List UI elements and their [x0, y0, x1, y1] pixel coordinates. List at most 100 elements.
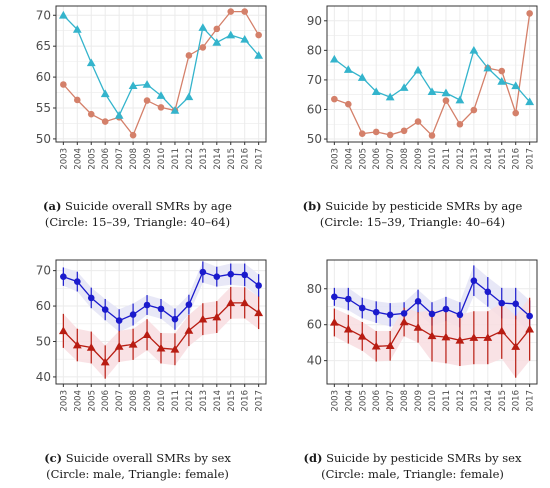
caption-a-legend: (Circle: 15–39, Triangle: 40–64) [44, 215, 231, 229]
chart-panel-b: 50 60 70 80 90 2003 2004 2005 2006 2007 2008 2009 20… [275, 0, 550, 244]
xtick-label-d-1: 2004 [344, 390, 354, 412]
point-b-0-12 [498, 67, 506, 75]
point-c-1-2 [86, 343, 96, 351]
point-a-1-6 [142, 80, 152, 88]
point-b-1-5 [399, 83, 409, 91]
caption-c-legend: (Circle: male, Triangle: female) [46, 467, 229, 481]
xtick-label-d-8: 2011 [442, 390, 452, 412]
point-d-0-9 [456, 311, 464, 319]
point-a-1-7 [156, 91, 166, 99]
point-c-1-11 [212, 312, 222, 321]
xtick-label-a-9: 2012 [185, 148, 195, 170]
xtick-label-d-3: 2006 [372, 390, 382, 412]
point-b-1-12 [497, 76, 507, 85]
ytick-label-c-3: 70 [36, 264, 51, 278]
point-a-0-2 [87, 110, 95, 118]
xtick-label-a-6: 2009 [143, 148, 153, 170]
caption-a-title: Suicide overall SMRs by age [65, 199, 232, 213]
point-b-0-8 [442, 97, 450, 104]
xtick-label-d-6: 2009 [414, 390, 424, 412]
point-c-1-13 [240, 298, 250, 307]
point-b-1-10 [469, 45, 479, 54]
xtick-label-b-5: 2008 [400, 148, 410, 170]
ytick-label-b-2: 70 [307, 73, 322, 87]
caption-d-legend: (Circle: male, Triangle: female) [321, 467, 504, 481]
grid-a [56, 6, 266, 142]
point-c-0-11 [213, 273, 221, 280]
point-c-1-5 [128, 339, 138, 348]
ci-band-c-0 [63, 261, 259, 332]
point-b-1-6 [413, 65, 423, 74]
xtick-label-b-1: 2004 [344, 148, 354, 170]
point-d-0-8 [442, 305, 450, 313]
xtick-label-c-2: 2005 [87, 390, 97, 412]
point-a-1-10 [198, 23, 208, 31]
xtick-label-c-12: 2015 [227, 390, 237, 412]
point-a-1-0 [58, 10, 68, 19]
ytick-label-d-2: 80 [307, 282, 322, 296]
ytick-label-b-0: 50 [307, 132, 322, 146]
point-a-0-10 [199, 44, 207, 51]
xtick-label-b-14: 2017 [526, 148, 536, 170]
point-d-1-3 [371, 341, 381, 350]
point-a-1-11 [212, 38, 222, 46]
point-a-0-12 [227, 8, 235, 15]
point-a-1-8 [170, 106, 180, 114]
xtick-label-c-9: 2012 [185, 390, 195, 412]
point-d-0-10 [470, 277, 478, 284]
point-a-1-13 [240, 34, 250, 43]
point-b-0-0 [331, 95, 338, 103]
point-c-0-7 [157, 305, 165, 313]
point-a-0-13 [241, 8, 248, 15]
point-c-1-1 [72, 340, 82, 349]
point-c-1-14 [254, 308, 264, 317]
point-c-0-8 [171, 315, 179, 323]
ytick-label-c-1: 50 [36, 334, 51, 348]
xtick-label-b-4: 2007 [386, 148, 396, 170]
xtick-label-d-4: 2007 [386, 390, 396, 412]
point-a-0-7 [157, 104, 165, 111]
xtick-label-b-13: 2016 [512, 148, 522, 170]
ytick-label-a-3: 65 [36, 39, 51, 53]
ytick-label-a-2: 60 [36, 70, 51, 84]
caption-a: (a) Suicide overall SMRs by age (Circle:… [0, 198, 275, 230]
point-d-1-7 [427, 331, 437, 340]
point-c-0-14 [255, 282, 262, 289]
point-a-0-1 [74, 96, 81, 104]
point-c-0-4 [115, 317, 123, 324]
point-b-0-4 [386, 131, 394, 139]
chart-panel-d: 40 60 80 2003 2004 2005 2006 2007 2008 2009 2010 20… [275, 244, 550, 488]
xtick-label-a-14: 2017 [255, 148, 265, 170]
xtick-label-a-13: 2016 [241, 148, 251, 170]
point-a-0-11 [213, 25, 221, 33]
xtick-label-c-10: 2013 [199, 390, 209, 412]
point-b-0-10 [470, 106, 478, 114]
point-c-0-0 [60, 273, 67, 280]
xtick-label-c-8: 2011 [171, 390, 181, 412]
xtick-label-c-5: 2008 [129, 390, 139, 412]
xtick-label-a-11: 2014 [213, 148, 223, 170]
point-d-1-8 [441, 332, 451, 341]
xtick-label-a-7: 2010 [157, 148, 167, 170]
xtick-label-a-0: 2003 [59, 148, 69, 170]
point-a-0-14 [255, 31, 262, 39]
xtick-label-a-8: 2011 [171, 148, 181, 170]
point-b-0-1 [345, 100, 352, 108]
point-b-1-0 [329, 54, 339, 63]
point-d-1-14 [525, 324, 535, 333]
point-d-1-9 [455, 335, 465, 344]
point-d-0-5 [400, 310, 408, 317]
xtick-label-c-1: 2004 [73, 390, 83, 412]
point-d-0-13 [512, 300, 519, 308]
point-b-0-14 [526, 10, 533, 17]
point-c-0-13 [241, 271, 248, 279]
point-d-1-4 [385, 341, 395, 350]
xtick-label-c-14: 2017 [255, 390, 265, 412]
point-d-0-14 [526, 312, 533, 320]
point-d-1-5 [399, 317, 409, 326]
point-d-0-12 [498, 299, 506, 307]
point-d-0-0 [331, 293, 338, 301]
xtick-label-d-5: 2008 [400, 390, 410, 412]
chart-panel-a: 50 55 60 65 70 2003 2004 2005 2006 2007 2008 2009 20… [0, 0, 275, 244]
xtick-label-b-2: 2005 [358, 148, 368, 170]
